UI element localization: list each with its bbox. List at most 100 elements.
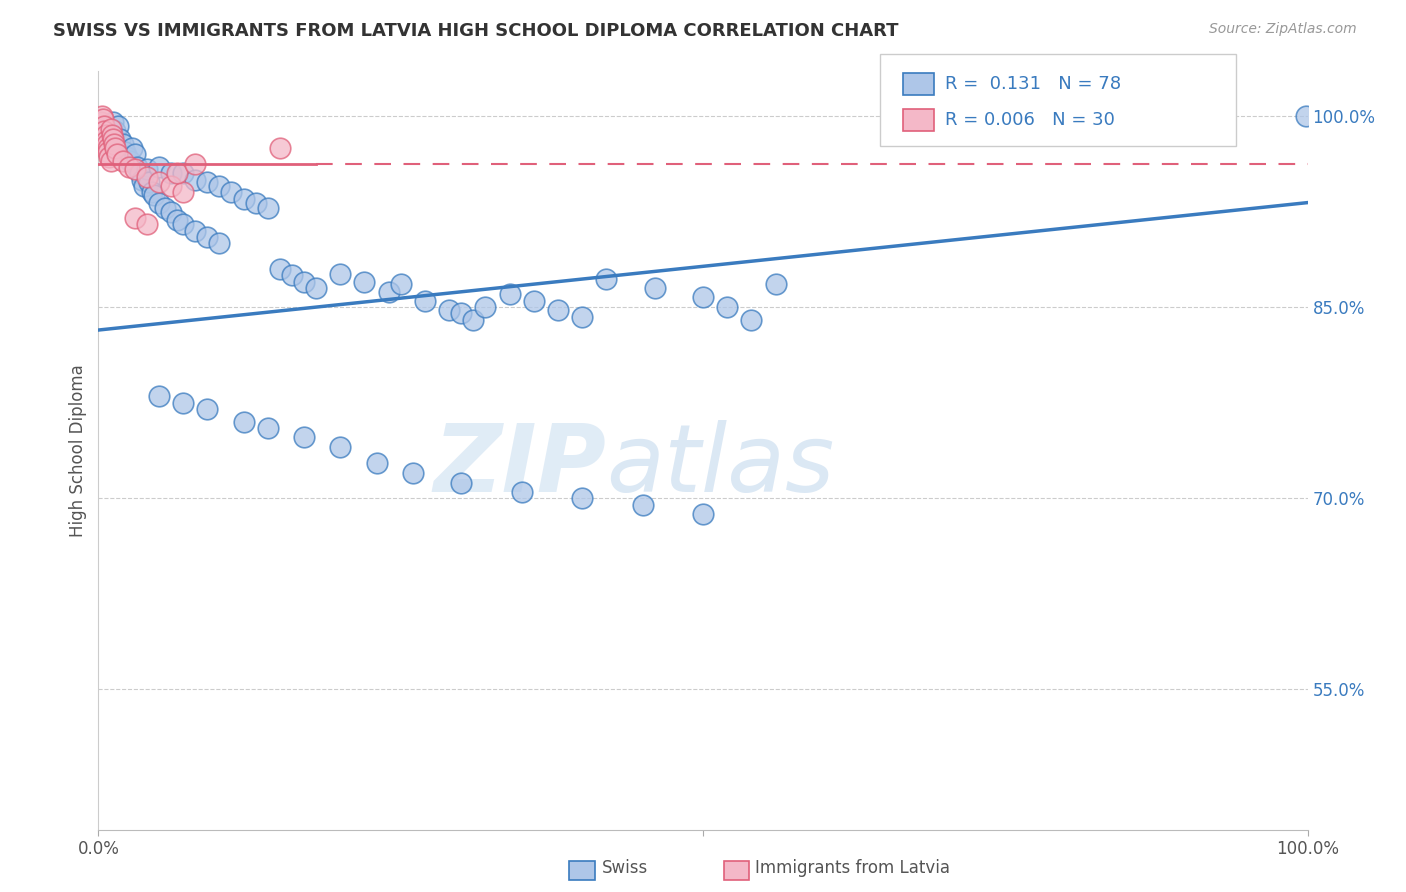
Point <box>124 147 146 161</box>
Point <box>138 175 160 189</box>
Point <box>101 141 124 155</box>
Point <box>402 466 425 480</box>
Point <box>143 188 166 202</box>
Point <box>97 141 120 155</box>
Point <box>166 166 188 180</box>
Point <box>498 287 520 301</box>
Point <box>765 277 787 292</box>
Point <box>160 179 183 194</box>
Point <box>329 267 352 281</box>
Point <box>450 475 472 490</box>
Point <box>111 153 134 168</box>
Point <box>128 166 150 180</box>
Point <box>148 160 170 174</box>
Point <box>153 201 176 215</box>
Point <box>118 160 141 174</box>
Point <box>108 132 131 146</box>
Point <box>208 236 231 251</box>
Point <box>117 150 139 164</box>
Point <box>100 128 122 142</box>
Point <box>195 175 218 189</box>
Point <box>114 145 136 159</box>
Point <box>184 157 207 171</box>
Point <box>134 179 156 194</box>
Point <box>101 115 124 129</box>
Point <box>172 186 194 200</box>
Point <box>208 179 231 194</box>
Point <box>269 261 291 276</box>
Point <box>195 230 218 244</box>
Point <box>389 277 412 292</box>
Point <box>292 275 315 289</box>
Point <box>103 136 125 151</box>
Point <box>104 141 127 155</box>
Point <box>256 421 278 435</box>
Point <box>413 293 436 308</box>
Point <box>631 498 654 512</box>
Point <box>111 136 134 151</box>
Point <box>716 300 738 314</box>
Point <box>595 272 617 286</box>
Text: Swiss: Swiss <box>602 859 648 877</box>
Point <box>148 389 170 403</box>
Point <box>510 484 533 499</box>
Point <box>160 166 183 180</box>
Point <box>571 491 593 506</box>
Point <box>644 281 666 295</box>
Point <box>104 124 127 138</box>
Point <box>474 300 496 314</box>
Point <box>160 204 183 219</box>
Point <box>93 121 115 136</box>
Text: Source: ZipAtlas.com: Source: ZipAtlas.com <box>1209 22 1357 37</box>
Point <box>100 121 122 136</box>
Point <box>353 275 375 289</box>
Point <box>692 290 714 304</box>
Point <box>100 135 122 149</box>
Point <box>366 456 388 470</box>
Point <box>269 141 291 155</box>
Point <box>90 115 112 129</box>
Point <box>93 124 115 138</box>
Point <box>740 313 762 327</box>
Text: SWISS VS IMMIGRANTS FROM LATVIA HIGH SCHOOL DIPLOMA CORRELATION CHART: SWISS VS IMMIGRANTS FROM LATVIA HIGH SCH… <box>53 22 898 40</box>
Point <box>97 145 120 159</box>
Point <box>100 153 122 168</box>
Point <box>101 132 124 146</box>
Point <box>135 162 157 177</box>
Point <box>221 186 243 200</box>
Point <box>245 195 267 210</box>
Point <box>195 402 218 417</box>
Point <box>107 119 129 133</box>
Point <box>131 172 153 186</box>
Point <box>124 162 146 177</box>
Point <box>1295 109 1317 123</box>
Point <box>91 112 114 126</box>
Point <box>305 281 328 295</box>
Point <box>121 141 143 155</box>
Point <box>96 136 118 151</box>
Text: atlas: atlas <box>606 420 835 511</box>
Point <box>118 153 141 168</box>
Point <box>172 166 194 180</box>
Point <box>571 310 593 325</box>
Point <box>91 109 114 123</box>
Point <box>105 147 128 161</box>
Point <box>547 302 569 317</box>
Point <box>256 201 278 215</box>
Point <box>184 224 207 238</box>
Point <box>437 302 460 317</box>
Point <box>148 195 170 210</box>
Point <box>94 128 117 142</box>
Point <box>232 415 254 429</box>
Point <box>97 128 120 142</box>
Text: R =  0.131   N = 78: R = 0.131 N = 78 <box>945 75 1121 93</box>
Text: R = 0.006   N = 30: R = 0.006 N = 30 <box>945 111 1115 128</box>
Point <box>127 160 149 174</box>
Text: Immigrants from Latvia: Immigrants from Latvia <box>755 859 950 877</box>
Point <box>98 150 121 164</box>
Point <box>166 213 188 227</box>
Point <box>94 135 117 149</box>
Point <box>135 170 157 185</box>
Point <box>523 293 546 308</box>
Point <box>141 186 163 200</box>
